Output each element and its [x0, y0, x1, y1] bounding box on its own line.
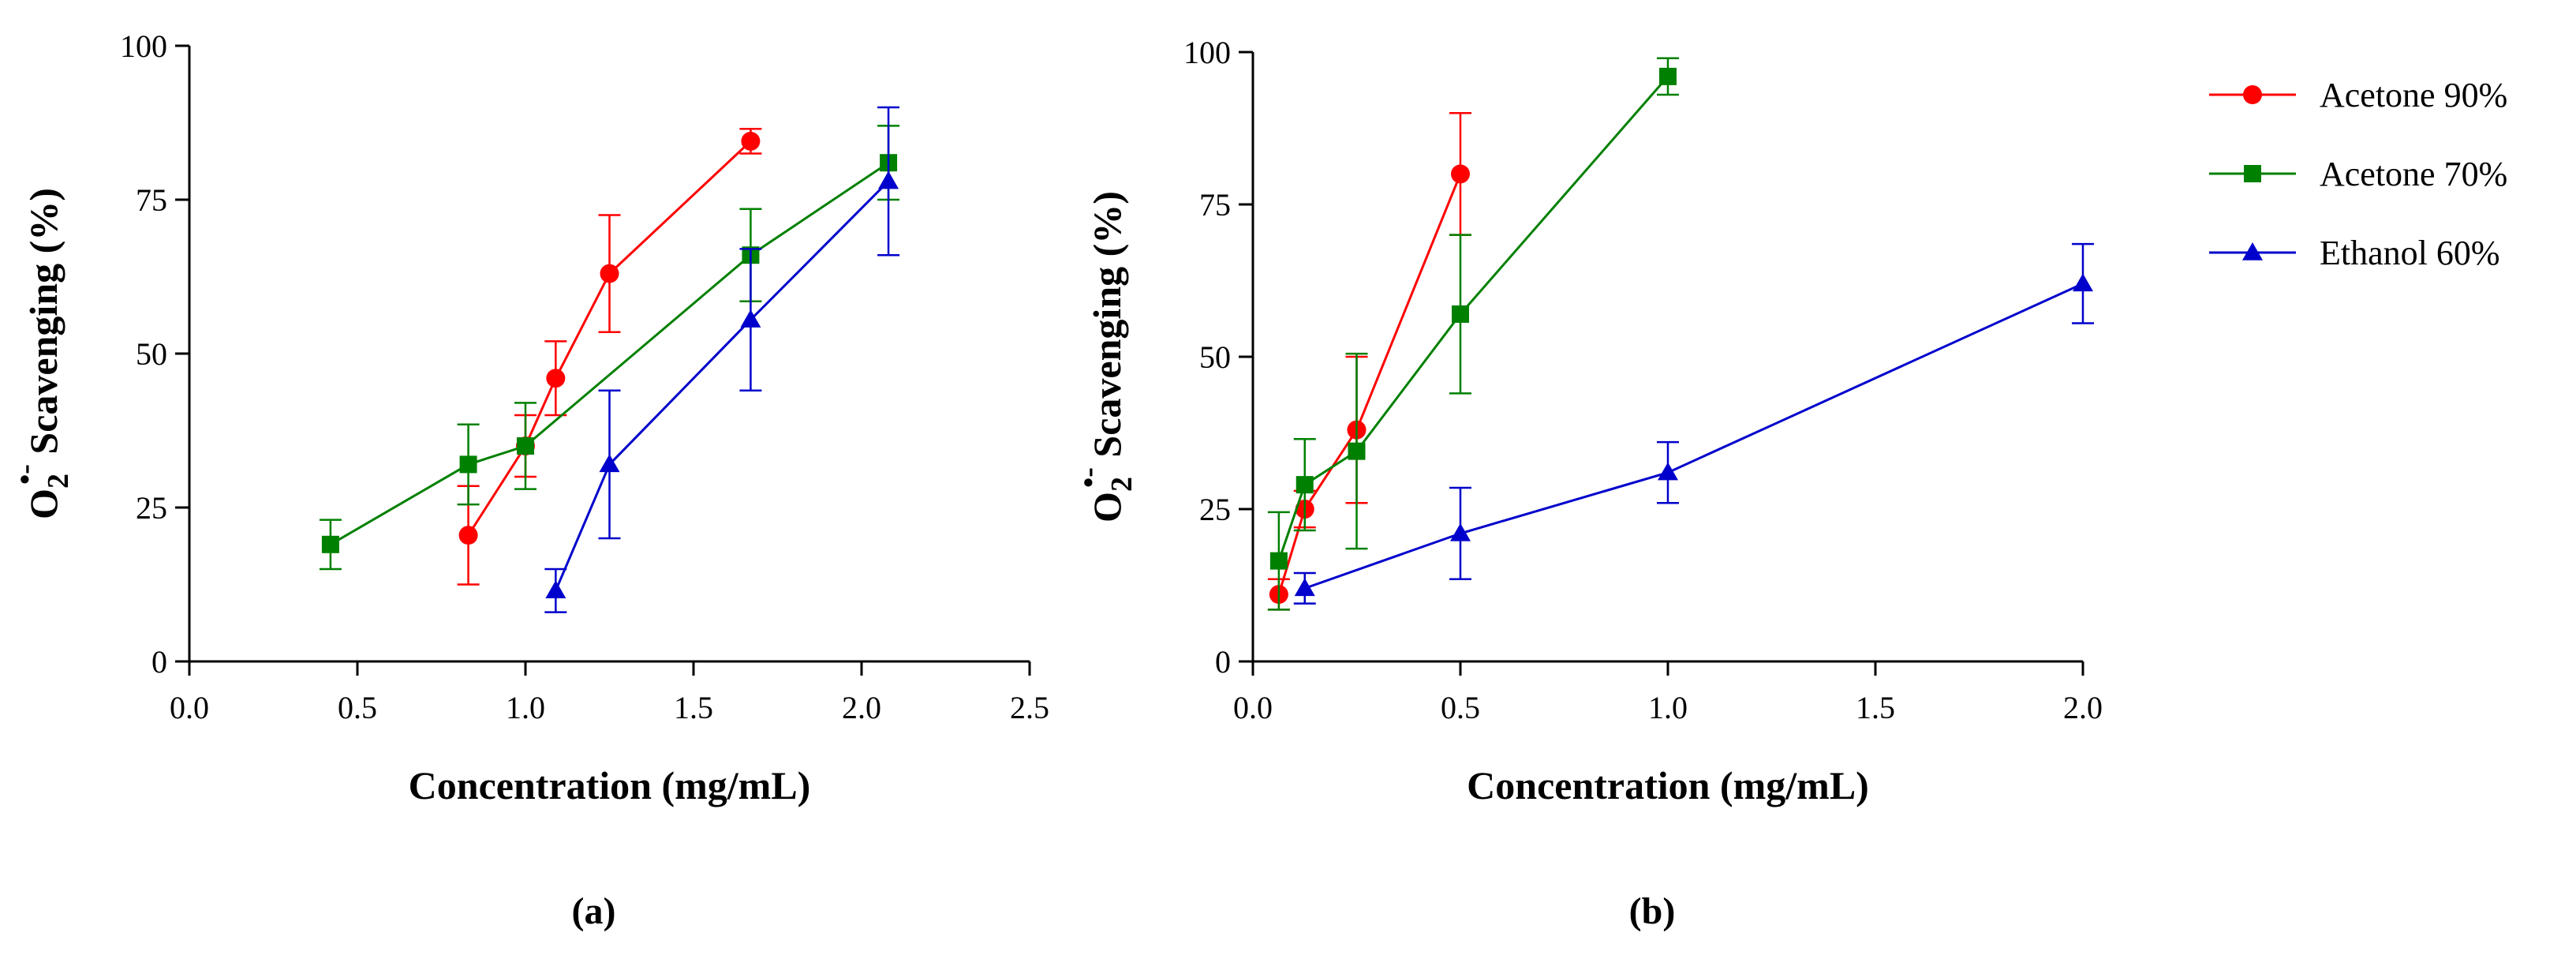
y-tick-label: 100: [1183, 35, 1231, 70]
data-point: [1452, 305, 1469, 323]
data-point: [1658, 462, 1678, 481]
data-point: [458, 526, 478, 545]
x-axis-title: Concentration (mg/mL): [1467, 763, 1869, 807]
legend-label: Acetone 70%: [2320, 155, 2507, 193]
legend-item-acetone-70: Acetone 70%: [2209, 155, 2507, 193]
x-tick-label: 2.0: [2063, 690, 2103, 725]
series-acetone-90: [1267, 111, 1471, 611]
x-tick-label: 0.5: [1441, 690, 1480, 725]
series-line: [1277, 75, 1669, 562]
y-tick-label: 50: [1199, 339, 1231, 375]
series-line: [554, 180, 890, 591]
y-axis-title-prefix: O: [1085, 492, 1129, 523]
y-tick-label: 0: [1215, 644, 1231, 680]
legend: Acetone 90% Acetone 70% Ethanol 60%: [2209, 76, 2507, 272]
x-tick-label: 1.0: [1648, 690, 1688, 725]
data-point: [1269, 552, 1288, 570]
y-tick-label: 100: [120, 28, 167, 64]
legend-label: Acetone 90%: [2320, 76, 2507, 114]
data-point: [1659, 67, 1677, 85]
y-tick-label: 25: [136, 490, 167, 526]
data-point: [878, 170, 899, 189]
series-line: [1304, 282, 2084, 590]
panel-label: (a): [572, 890, 616, 932]
legend-marker: [2244, 165, 2261, 182]
legend-marker: [2242, 242, 2263, 260]
legend-item-ethanol-60: Ethanol 60%: [2209, 234, 2500, 272]
x-tick-label: 1.0: [506, 690, 545, 725]
data-point: [459, 455, 477, 474]
x-tick-label: 0.5: [338, 690, 377, 725]
series-acetone-70: [1267, 57, 1679, 611]
data-point: [545, 580, 566, 599]
data-point: [599, 454, 620, 473]
legend-marker: [2243, 85, 2262, 104]
y-axis-title-rest: Scavenging (%): [21, 188, 65, 464]
data-point: [1451, 164, 1470, 184]
x-axis-title: Concentration (mg/mL): [409, 763, 811, 807]
y-axis-title-subscript: 2: [42, 474, 75, 489]
x-tick-label: 0.0: [170, 690, 209, 725]
data-point: [740, 309, 761, 328]
panel-label: (b): [1629, 890, 1676, 932]
series-line: [1277, 173, 1462, 595]
x-tick-label: 1.5: [1856, 690, 1895, 725]
y-axis-title: O2•- Scavenging (%): [1072, 191, 1138, 523]
data-point: [517, 437, 534, 455]
data-point: [546, 369, 566, 388]
y-tick-label: 75: [1199, 187, 1231, 223]
series-ethanol-60: [1293, 242, 2094, 605]
data-point: [1348, 442, 1366, 460]
data-point: [2073, 273, 2093, 292]
series-ethanol-60: [544, 106, 900, 613]
panel-a: 0 25 50 75 100 0.0 0.5 1.0 1.5 2.0 2.5 Concentratio…: [9, 28, 1049, 932]
data-point: [1295, 476, 1314, 494]
y-axis-title-superscript: •-: [9, 464, 42, 485]
y-axis-title-superscript: •-: [1072, 467, 1105, 488]
panel-b: 0 25 50 75 100 0.0 0.5 1.0 1.5 2.0 Concentration (…: [1072, 35, 2103, 932]
x-tick-label: 0.0: [1233, 690, 1273, 725]
y-tick-label: 0: [151, 644, 167, 680]
y-axis-title-prefix: O: [21, 489, 65, 519]
x-tick-label: 1.5: [674, 690, 713, 725]
x-tick-label: 2.0: [842, 690, 881, 725]
data-point: [321, 535, 339, 553]
legend-item-acetone-90: Acetone 90%: [2209, 76, 2507, 114]
y-axis-title: O2•- Scavenging (%): [9, 188, 75, 519]
y-axis-title-rest: Scavenging (%): [1085, 191, 1129, 467]
data-point: [1294, 578, 1315, 597]
y-tick-label: 25: [1199, 492, 1231, 527]
y-tick-label: 75: [136, 182, 167, 218]
y-tick-label: 50: [136, 336, 167, 372]
data-point: [1450, 523, 1471, 541]
data-point: [741, 131, 761, 151]
x-tick-label: 2.5: [1010, 690, 1049, 725]
data-point: [600, 264, 619, 283]
y-axis-title-subscript: 2: [1105, 477, 1138, 492]
legend-label: Ethanol 60%: [2320, 234, 2500, 272]
